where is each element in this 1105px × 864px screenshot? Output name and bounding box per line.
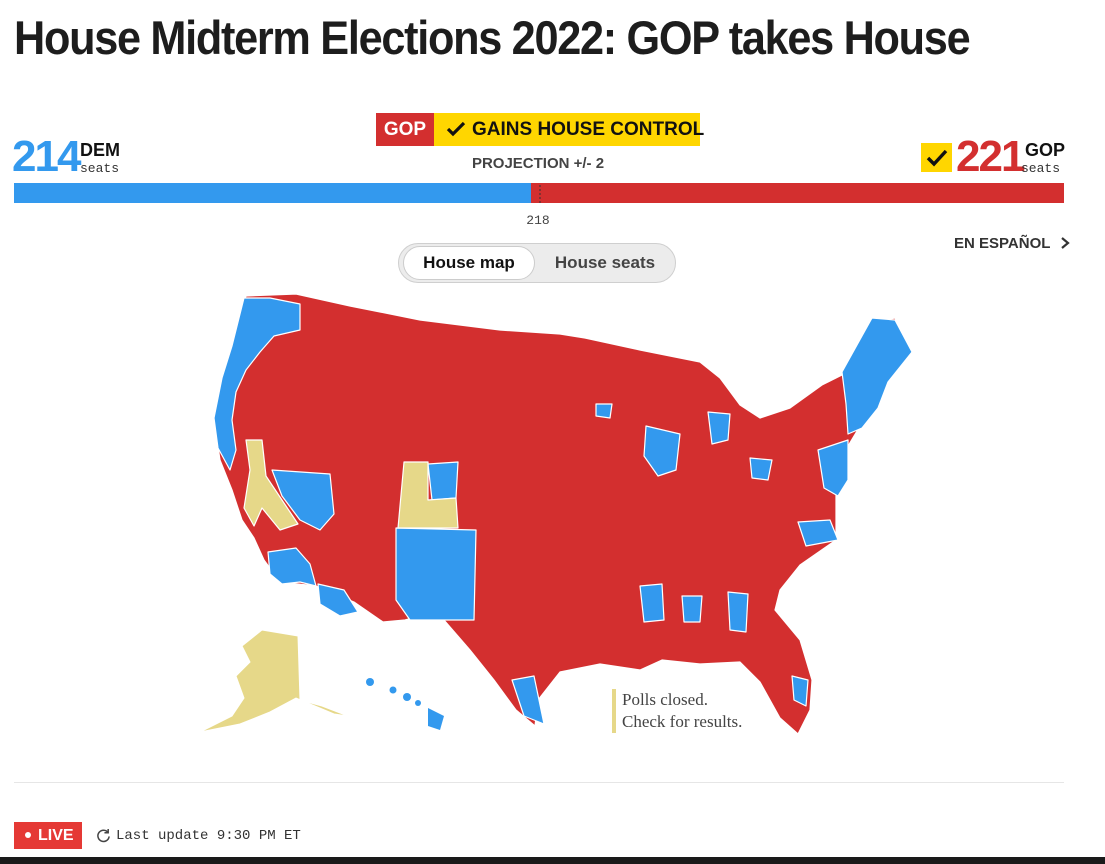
gop-party-label: GOP xyxy=(1025,140,1066,160)
espanol-link[interactable]: EN ESPAÑOL xyxy=(954,235,1071,252)
dem-mid-atlantic xyxy=(817,439,849,497)
dem-seats-unit: seats xyxy=(80,161,120,176)
legend-text-line-2: Check for results. xyxy=(622,712,743,731)
winner-party-tag: GOP xyxy=(376,113,434,146)
dem-arizona xyxy=(317,583,359,617)
house-district-map[interactable] xyxy=(180,288,940,738)
dem-alabama xyxy=(681,595,703,623)
chevron-right-icon xyxy=(1061,237,1071,249)
alaska xyxy=(199,629,349,733)
legend-text-line-1: Polls closed. xyxy=(622,690,708,709)
live-label: LIVE xyxy=(38,827,74,844)
dem-new-england xyxy=(841,317,913,435)
dem-tennessee xyxy=(639,583,665,623)
dem-florida xyxy=(791,675,809,707)
tab-house-map[interactable]: House map xyxy=(403,246,535,280)
dem-illinois xyxy=(643,425,681,477)
dem-pacific-coast xyxy=(213,297,301,471)
espanol-link-label: EN ESPAÑOL xyxy=(954,235,1051,252)
section-divider xyxy=(14,782,1064,783)
projection-label: PROJECTION +/- 2 xyxy=(471,155,605,172)
dem-party-label: DEM xyxy=(80,140,120,160)
refresh-icon[interactable] xyxy=(96,828,111,843)
check-icon xyxy=(446,121,466,137)
dem-new-mexico xyxy=(395,527,477,621)
dem-colorado xyxy=(427,461,459,501)
page-title: House Midterm Elections 2022: GOP takes … xyxy=(14,11,971,64)
live-dot-icon xyxy=(25,832,31,838)
majority-threshold-label: 218 xyxy=(526,213,550,228)
dem-seats-fill xyxy=(14,183,531,203)
dem-georgia xyxy=(727,591,749,633)
hawaii xyxy=(366,678,444,730)
dem-minnesota xyxy=(595,403,613,419)
dem-seat-count: 214 xyxy=(12,132,81,181)
dem-texas-south xyxy=(511,675,545,725)
last-update-text: Last update 9:30 PM ET xyxy=(116,828,301,844)
dem-nevada xyxy=(271,469,335,531)
dem-ohio xyxy=(749,457,773,481)
check-icon xyxy=(926,149,948,167)
live-badge: LIVE xyxy=(14,822,82,849)
tab-house-seats[interactable]: House seats xyxy=(554,253,656,272)
gop-seat-count: 221 xyxy=(956,132,1025,181)
gop-winner-check-badge xyxy=(921,143,952,172)
bottom-strip xyxy=(0,857,1105,864)
dem-michigan xyxy=(707,411,731,445)
pending-utah xyxy=(397,461,459,529)
legend-swatch-pending xyxy=(612,689,616,733)
dem-virginia xyxy=(797,519,839,547)
seat-balance-bar xyxy=(14,183,1064,203)
gop-seats-fill xyxy=(531,183,1064,203)
pending-california xyxy=(243,439,299,531)
control-status-text: GAINS HOUSE CONTROL xyxy=(472,119,705,140)
gop-seats-unit: seats xyxy=(1021,161,1061,176)
dem-southern-california xyxy=(267,547,317,587)
control-status-banner: GAINS HOUSE CONTROL xyxy=(434,113,704,146)
